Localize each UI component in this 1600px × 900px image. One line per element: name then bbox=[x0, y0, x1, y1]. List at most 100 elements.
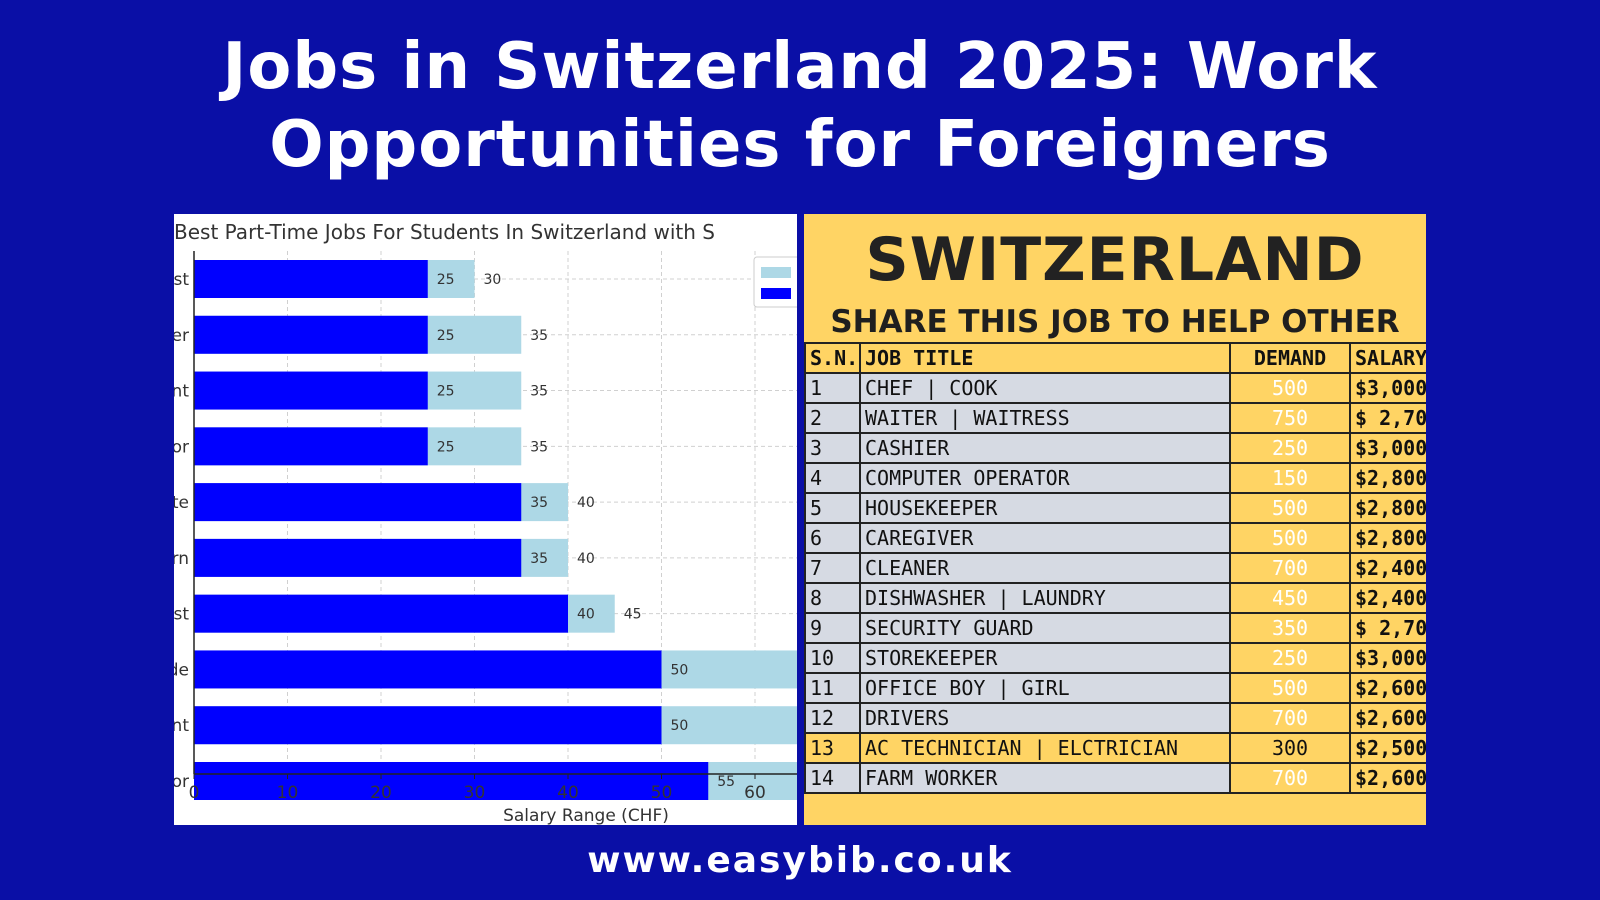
headline-line-2: Opportunities for Foreigners bbox=[269, 108, 1331, 182]
row-salary: $2,800 bbox=[1349, 492, 1426, 524]
category-tick-label: st bbox=[174, 270, 189, 290]
row-job-title: DRIVERS bbox=[859, 702, 1231, 734]
row-job-title: AC TECHNICIAN | ELCTRICIAN bbox=[859, 732, 1231, 764]
row-salary: $3,000 bbox=[1349, 432, 1426, 464]
row-sn: 10 bbox=[804, 642, 861, 674]
data-label-min: 25 bbox=[437, 328, 455, 344]
row-demand: 300 bbox=[1229, 732, 1351, 764]
jobs-table: S.N. JOB TITLE DEMAND SALARY 1 CHEF | COO… bbox=[804, 342, 1426, 794]
row-sn: 2 bbox=[804, 402, 861, 434]
row-sn: 5 bbox=[804, 492, 861, 524]
row-salary: $2,400 bbox=[1349, 582, 1426, 614]
table-row: 5 HOUSEKEEPER 500 $2,800 bbox=[804, 492, 1426, 524]
row-job-title: CLEANER bbox=[859, 552, 1231, 584]
x-axis-label: Salary Range (CHF) bbox=[503, 806, 669, 825]
x-tick-label: 0 bbox=[189, 783, 200, 803]
header-job-title: JOB TITLE bbox=[859, 342, 1231, 374]
table-row: 4 COMPUTER OPERATOR 150 $2,800 bbox=[804, 462, 1426, 494]
row-sn: 8 bbox=[804, 582, 861, 614]
row-demand: 250 bbox=[1229, 432, 1351, 464]
row-demand: 700 bbox=[1229, 762, 1351, 794]
row-job-title: HOUSEKEEPER bbox=[859, 492, 1231, 524]
row-salary: $ 2,700 bbox=[1349, 402, 1426, 434]
data-label-min: 25 bbox=[437, 439, 455, 455]
data-label-min: 25 bbox=[437, 272, 455, 288]
category-tick-label: nt bbox=[174, 382, 189, 402]
row-job-title: COMPUTER OPERATOR bbox=[859, 462, 1231, 494]
data-label-min: 40 bbox=[577, 607, 595, 623]
x-tick-label: 60 bbox=[744, 783, 766, 803]
table-row: 6 CAREGIVER 500 $2,800 bbox=[804, 522, 1426, 554]
table-header-row: S.N. JOB TITLE DEMAND SALARY bbox=[804, 342, 1426, 374]
table-row: 14 FARM WORKER 700 $2,600 bbox=[804, 762, 1426, 794]
row-job-title: SECURITY GUARD bbox=[859, 612, 1231, 644]
bar-min bbox=[194, 260, 428, 298]
row-job-title: CAREGIVER bbox=[859, 522, 1231, 554]
category-tick-label: st bbox=[174, 605, 189, 625]
table-row: 13 AC TECHNICIAN | ELCTRICIAN 300 $2,500 bbox=[804, 732, 1426, 764]
row-sn: 7 bbox=[804, 552, 861, 584]
table-row: 11 OFFICE BOY | GIRL 500 $2,600 bbox=[804, 672, 1426, 704]
row-salary: $3,000 bbox=[1349, 372, 1426, 404]
bar-min bbox=[194, 538, 522, 577]
header-salary: SALARY bbox=[1349, 342, 1426, 374]
data-label-max: 35 bbox=[530, 328, 548, 344]
table-row: 8 DISHWASHER | LAUNDRY 450 $2,400 bbox=[804, 582, 1426, 614]
row-job-title: DISHWASHER | LAUNDRY bbox=[859, 582, 1231, 614]
table-row: 3 CASHIER 250 $3,000 bbox=[804, 432, 1426, 464]
salary-chart-panel: Best Part-Time Jobs For Students In Swit… bbox=[174, 214, 797, 825]
row-sn: 6 bbox=[804, 522, 861, 554]
data-label-max: 40 bbox=[577, 495, 595, 511]
headline-line-1: Jobs in Switzerland 2025: Work bbox=[222, 30, 1378, 104]
row-demand: 500 bbox=[1229, 372, 1351, 404]
bar-min bbox=[194, 483, 522, 522]
table-row: 1 CHEF | COOK 500 $3,000 bbox=[804, 372, 1426, 404]
x-tick-label: 40 bbox=[557, 783, 579, 803]
category-tick-label: te bbox=[174, 493, 189, 513]
data-label-min: 35 bbox=[530, 551, 548, 567]
table-body: 1 CHEF | COOK 500 $3,000 2 WAITER | WAITRESS 7… bbox=[804, 372, 1426, 794]
category-tick-label: rn bbox=[174, 549, 189, 569]
data-label-max: 30 bbox=[484, 272, 502, 288]
row-job-title: STOREKEEPER bbox=[859, 642, 1231, 674]
row-sn: 11 bbox=[804, 672, 861, 704]
jobs-table-panel: SWITZERLAND SHARE THIS JOB TO HELP OTHER… bbox=[804, 214, 1426, 825]
row-job-title: OFFICE BOY | GIRL bbox=[859, 672, 1231, 704]
legend-box bbox=[753, 256, 797, 308]
table-row: 10 STOREKEEPER 250 $3,000 bbox=[804, 642, 1426, 674]
bar-min bbox=[194, 315, 428, 354]
row-demand: 750 bbox=[1229, 402, 1351, 434]
x-tick-label: 50 bbox=[651, 783, 673, 803]
row-sn: 4 bbox=[804, 462, 861, 494]
data-label-min: 50 bbox=[671, 718, 689, 734]
salary-bar-chart: 25 30 st 25 35 er 25 35 nt 25 35 or 35 40 te 35 40 rn 40 45… bbox=[174, 251, 797, 825]
table-brand-title: SWITZERLAND bbox=[865, 225, 1365, 295]
header-sn: S.N. bbox=[804, 342, 861, 374]
row-salary: $2,600 bbox=[1349, 672, 1426, 704]
share-banner: SHARE THIS JOB TO HELP OTHER bbox=[830, 304, 1400, 340]
website-url: www.easybib.co.uk bbox=[587, 840, 1013, 881]
data-label-min: 55 bbox=[717, 774, 735, 790]
row-demand: 700 bbox=[1229, 702, 1351, 734]
x-tick-label: 30 bbox=[464, 783, 486, 803]
data-label-max: 40 bbox=[577, 551, 595, 567]
header-demand: DEMAND bbox=[1229, 342, 1351, 374]
row-job-title: WAITER | WAITRESS bbox=[859, 402, 1231, 434]
category-tick-label: or bbox=[174, 772, 189, 792]
row-salary: $2,600 bbox=[1349, 762, 1426, 794]
x-tick-label: 20 bbox=[370, 783, 392, 803]
row-demand: 350 bbox=[1229, 612, 1351, 644]
category-tick-label: nt bbox=[174, 716, 189, 736]
row-salary: $2,600 bbox=[1349, 702, 1426, 734]
category-tick-label: or bbox=[174, 437, 189, 457]
row-demand: 500 bbox=[1229, 492, 1351, 524]
row-demand: 700 bbox=[1229, 552, 1351, 584]
data-label-min: 35 bbox=[530, 495, 548, 511]
row-demand: 500 bbox=[1229, 672, 1351, 704]
row-sn: 12 bbox=[804, 702, 861, 734]
row-salary: $3,000 bbox=[1349, 642, 1426, 674]
row-sn: 1 bbox=[804, 372, 861, 404]
bar-min bbox=[194, 371, 428, 410]
